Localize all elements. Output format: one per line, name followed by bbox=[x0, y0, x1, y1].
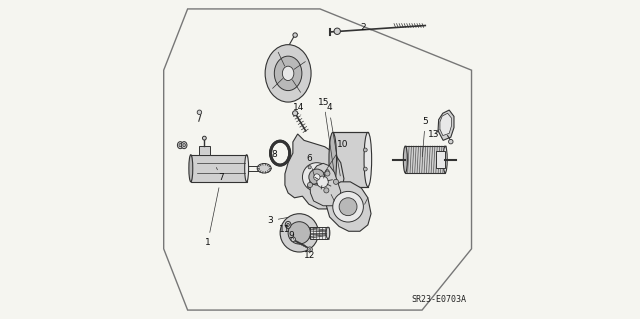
Circle shape bbox=[307, 182, 312, 188]
Text: 12: 12 bbox=[304, 251, 316, 260]
Text: 2: 2 bbox=[360, 23, 371, 32]
Ellipse shape bbox=[364, 132, 372, 187]
Text: 13: 13 bbox=[428, 130, 439, 139]
Ellipse shape bbox=[183, 144, 186, 147]
Circle shape bbox=[303, 163, 331, 191]
Ellipse shape bbox=[275, 56, 302, 91]
Circle shape bbox=[280, 214, 319, 252]
Text: 7: 7 bbox=[216, 167, 224, 182]
Polygon shape bbox=[440, 113, 451, 136]
Circle shape bbox=[307, 185, 310, 188]
Circle shape bbox=[291, 237, 296, 241]
Bar bbox=[199, 146, 210, 155]
Circle shape bbox=[288, 222, 310, 244]
Circle shape bbox=[197, 110, 202, 115]
Ellipse shape bbox=[244, 155, 248, 182]
Ellipse shape bbox=[285, 221, 291, 228]
Circle shape bbox=[333, 191, 364, 222]
Ellipse shape bbox=[177, 142, 183, 149]
Bar bbox=[436, 151, 445, 168]
Bar bbox=[405, 146, 445, 173]
Text: 3: 3 bbox=[267, 216, 288, 225]
Circle shape bbox=[292, 111, 298, 116]
Circle shape bbox=[364, 167, 367, 171]
Polygon shape bbox=[285, 134, 344, 209]
Ellipse shape bbox=[181, 142, 187, 149]
Bar bbox=[310, 227, 328, 239]
Circle shape bbox=[309, 169, 324, 185]
Circle shape bbox=[317, 176, 328, 188]
Circle shape bbox=[202, 136, 206, 140]
Ellipse shape bbox=[287, 223, 289, 226]
Text: 6: 6 bbox=[307, 154, 314, 176]
Polygon shape bbox=[438, 110, 454, 140]
Circle shape bbox=[293, 33, 298, 37]
Ellipse shape bbox=[179, 144, 182, 147]
Circle shape bbox=[324, 188, 329, 193]
Ellipse shape bbox=[329, 132, 337, 187]
Circle shape bbox=[307, 247, 312, 252]
Ellipse shape bbox=[444, 146, 447, 173]
Ellipse shape bbox=[271, 141, 290, 165]
Circle shape bbox=[333, 179, 339, 184]
Text: 4: 4 bbox=[326, 103, 340, 176]
Text: 8: 8 bbox=[272, 150, 278, 159]
Ellipse shape bbox=[189, 155, 193, 182]
Circle shape bbox=[309, 249, 311, 250]
Ellipse shape bbox=[326, 227, 330, 239]
Ellipse shape bbox=[403, 146, 407, 173]
Circle shape bbox=[449, 139, 453, 144]
Text: 11: 11 bbox=[279, 225, 291, 234]
Text: SR23-E0703A: SR23-E0703A bbox=[412, 295, 467, 304]
Text: 9: 9 bbox=[289, 231, 294, 240]
Bar bbox=[333, 132, 368, 187]
Circle shape bbox=[326, 170, 329, 173]
Text: 1: 1 bbox=[205, 188, 219, 247]
Ellipse shape bbox=[265, 45, 311, 102]
Text: 15: 15 bbox=[318, 98, 334, 171]
Bar bbox=[191, 155, 246, 182]
Circle shape bbox=[339, 198, 357, 216]
Ellipse shape bbox=[257, 164, 271, 173]
Circle shape bbox=[334, 28, 340, 34]
Circle shape bbox=[314, 174, 320, 180]
Circle shape bbox=[308, 166, 311, 169]
Ellipse shape bbox=[282, 66, 294, 81]
Text: 14: 14 bbox=[292, 103, 304, 115]
Polygon shape bbox=[310, 163, 340, 206]
Text: 5: 5 bbox=[422, 117, 428, 157]
Polygon shape bbox=[326, 182, 371, 231]
Text: 10: 10 bbox=[323, 140, 349, 175]
Circle shape bbox=[325, 171, 330, 176]
Circle shape bbox=[364, 148, 367, 152]
